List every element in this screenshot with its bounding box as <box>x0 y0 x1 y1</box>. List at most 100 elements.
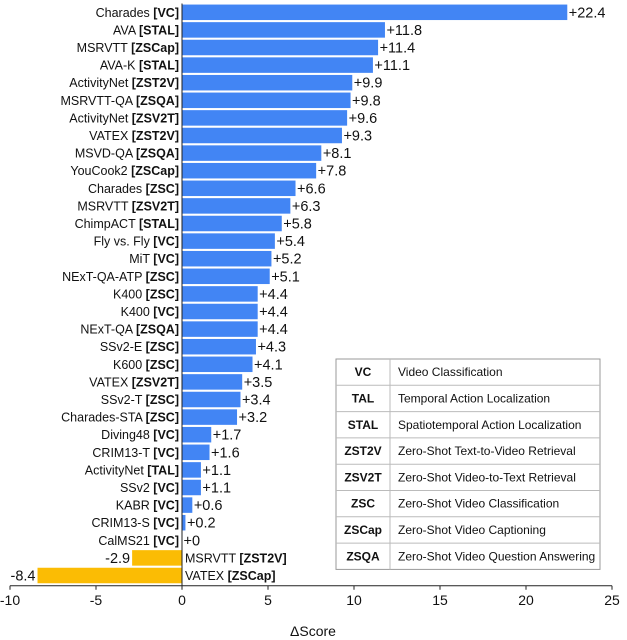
x-tick-label-5: 15 <box>432 592 448 608</box>
x-tick-label-3: 5 <box>264 592 272 608</box>
labels-layer: Charades [VC] +22.4 AVA [STAL] +11.8 MSRVTT … <box>11 5 606 584</box>
bar-3 <box>182 57 373 73</box>
bar-9 <box>182 162 317 179</box>
bar-1 <box>182 22 385 38</box>
legend-abbr-0: VC <box>355 365 372 379</box>
value-label-22: +3.4 <box>242 393 271 409</box>
category-label-4: ActivityNet [ZST2V] <box>69 76 179 90</box>
bar-27 <box>182 479 201 496</box>
x-tick-label-0: -10 <box>0 592 20 608</box>
value-label-18: +4.4 <box>259 322 288 338</box>
legend-abbr-5: ZSC <box>351 497 375 511</box>
value-label-2: +11.4 <box>380 41 416 57</box>
legend-abbr-6: ZSCap <box>344 523 382 537</box>
value-label-30: +0 <box>184 533 201 549</box>
category-label-10: Charades [ZSC] <box>88 182 179 196</box>
value-label-23: +3.2 <box>239 410 268 426</box>
bar-12 <box>182 215 282 232</box>
bar-19 <box>182 338 256 355</box>
value-label-13: +5.4 <box>276 234 305 250</box>
value-label-4: +9.9 <box>354 76 383 92</box>
bar-18 <box>182 321 258 337</box>
value-label-20: +4.1 <box>254 357 283 373</box>
value-label-28: +0.6 <box>194 498 223 514</box>
bar-2 <box>182 39 379 56</box>
value-label-25: +1.6 <box>211 445 240 461</box>
value-label-15: +5.1 <box>271 269 300 285</box>
x-axis: -10 -5 0 5 10 15 20 25 <box>0 3 620 608</box>
legend-abbr-7: ZSQA <box>346 549 380 563</box>
x-tick-label-1: -5 <box>90 592 103 608</box>
bar-24 <box>182 426 212 443</box>
legend-desc-3: Zero-Shot Text-to-Video Retrieval <box>398 444 576 458</box>
category-label-25: CRIM13-T [VC] <box>92 446 179 460</box>
category-label-0: Charades [VC] <box>96 6 179 20</box>
category-label-19: SSv2-E [ZSC] <box>100 340 179 354</box>
category-label-7: VATEX [ZST2V] <box>89 129 179 143</box>
value-label-17: +4.4 <box>259 305 288 321</box>
bars-layer <box>37 4 568 584</box>
category-label-13: Fly vs. Fly [VC] <box>94 235 179 249</box>
x-tick-label-2: 0 <box>178 592 186 608</box>
bar-10 <box>182 180 296 197</box>
value-label-32: -8.4 <box>11 569 36 585</box>
category-label-28: KABR [VC] <box>116 499 179 513</box>
legend-desc-1: Temporal Action Localization <box>398 391 550 405</box>
value-label-10: +6.6 <box>297 181 326 197</box>
legend-abbr-1: TAL <box>352 391 374 405</box>
bar-6 <box>182 110 348 126</box>
value-label-7: +9.3 <box>343 129 372 145</box>
bar-21 <box>182 374 243 390</box>
category-label-27: SSv2 [VC] <box>120 481 179 495</box>
category-label-5: MSRVTT-QA [ZSQA] <box>60 94 179 108</box>
category-label-29: CRIM13-S [VC] <box>91 516 179 530</box>
legend-desc-4: Zero-Shot Video-to-Text Retrieval <box>398 470 576 484</box>
category-label-20: K600 [ZSC] <box>113 358 179 372</box>
category-label-21: VATEX [ZSV2T] <box>89 375 179 389</box>
x-tick-label-7: 25 <box>604 592 620 608</box>
bar-13 <box>182 233 275 249</box>
legend-abbr-3: ZST2V <box>344 444 381 458</box>
value-label-31: -2.9 <box>105 551 130 567</box>
bar-17 <box>182 303 258 320</box>
value-label-0: +22.4 <box>569 5 606 21</box>
bar-22 <box>182 391 241 408</box>
value-label-3: +11.1 <box>374 58 410 74</box>
bar-20 <box>182 356 253 373</box>
category-label-26: ActivityNet [TAL] <box>85 463 179 477</box>
bar-23 <box>182 409 238 425</box>
category-label-8: MSVD-QA [ZSQA] <box>75 147 179 161</box>
legend-desc-0: Video Classification <box>398 365 503 379</box>
category-label-24: Diving48 [VC] <box>101 428 179 442</box>
legend-table: VC Video Classification TAL Temporal Action… <box>335 358 601 570</box>
x-axis-title: ΔScore <box>290 623 336 639</box>
category-label-12: ChimpACT [STAL] <box>75 217 179 231</box>
bar-11 <box>182 198 291 214</box>
bar-7 <box>182 127 342 144</box>
category-label-32: VATEX [ZSCap] <box>185 569 276 583</box>
category-label-9: YouCook2 [ZSCap] <box>70 164 179 178</box>
bar-4 <box>182 74 353 91</box>
category-label-1: AVA [STAL] <box>113 23 179 37</box>
legend-abbr-2: STAL <box>348 418 378 432</box>
category-label-14: MiT [VC] <box>129 252 179 266</box>
category-label-18: NExT-QA [ZSQA] <box>80 323 179 337</box>
value-label-21: +3.5 <box>244 375 273 391</box>
category-label-17: K400 [VC] <box>121 305 179 319</box>
category-label-3: AVA-K [STAL] <box>100 59 179 73</box>
bar-28 <box>182 497 193 513</box>
bar-26 <box>182 462 201 478</box>
bar-5 <box>182 92 351 109</box>
value-label-8: +8.1 <box>323 146 352 162</box>
bar-25 <box>182 444 210 461</box>
value-label-6: +9.6 <box>349 111 378 127</box>
legend-desc-6: Zero-Shot Video Captioning <box>398 523 546 537</box>
category-label-30: CalMS21 [VC] <box>98 534 179 548</box>
value-label-24: +1.7 <box>213 428 242 444</box>
x-tick-label-6: 20 <box>518 592 534 608</box>
value-label-29: +0.2 <box>187 516 216 532</box>
value-label-12: +5.8 <box>283 217 312 233</box>
bar-8 <box>182 145 322 161</box>
bar-15 <box>182 268 270 285</box>
